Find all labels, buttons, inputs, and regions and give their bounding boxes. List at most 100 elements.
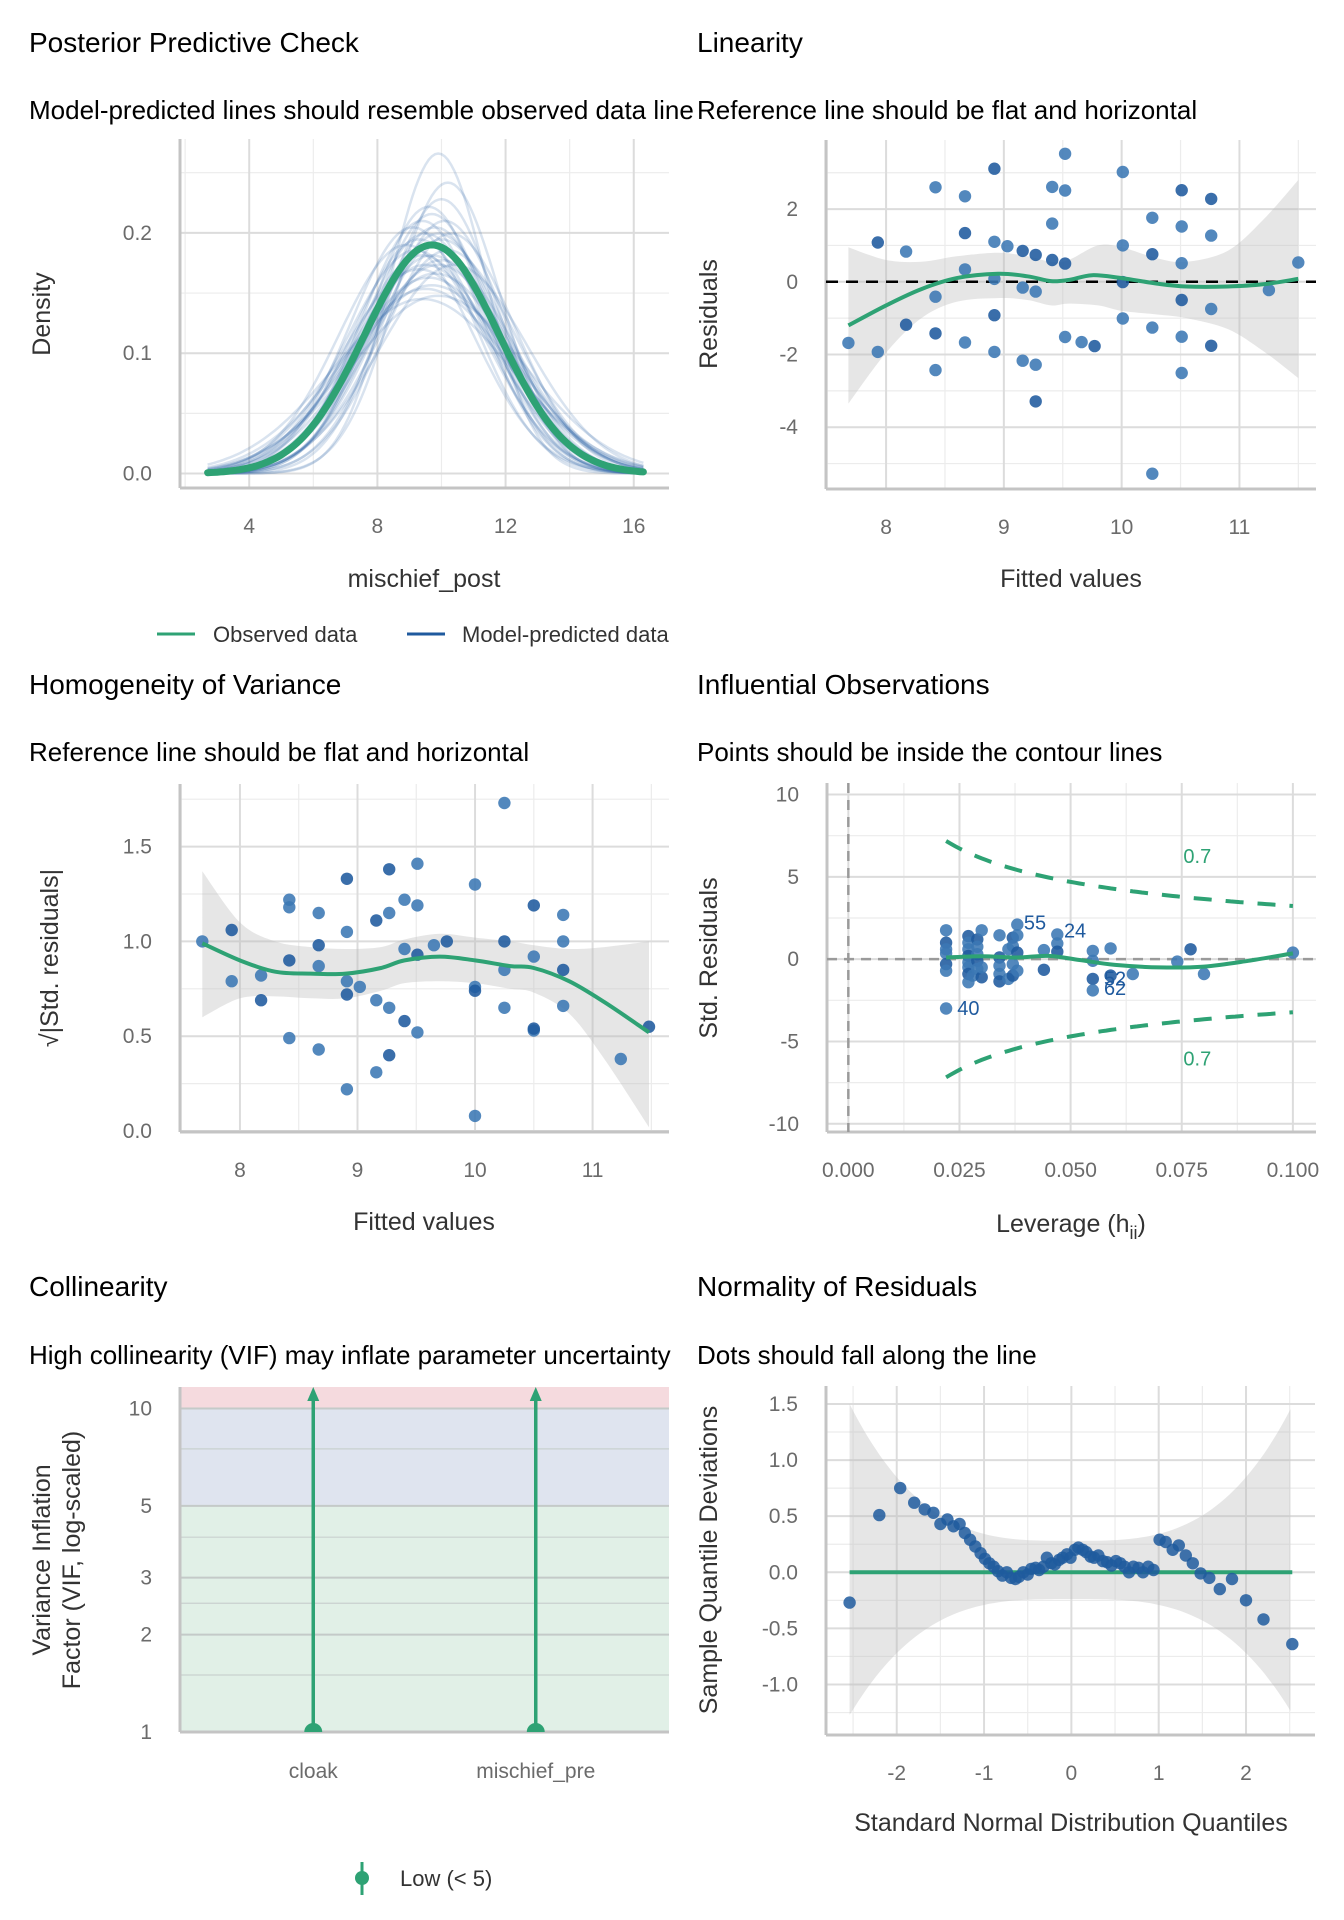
predicted-density-line <box>207 297 644 468</box>
sqrt-residual-point <box>527 899 540 912</box>
predicted-density-line <box>207 249 644 474</box>
residual-point <box>1058 147 1072 160</box>
cooks-distance-contour-lower <box>945 1010 1294 1080</box>
quantile-point <box>873 1508 886 1522</box>
panel-ppc: Posterior Predictive Check Model-predict… <box>28 27 694 647</box>
sqrt-residual-point <box>370 914 383 927</box>
observation-point <box>939 964 953 977</box>
collinearity-plot-area: 1 2 3 5 10 cloak mischief_pre <box>129 1387 669 1783</box>
residual-point <box>842 336 855 350</box>
y-tick-label: 0 <box>786 271 798 294</box>
sqrt-residual-point <box>370 1066 383 1079</box>
observation-point <box>1086 984 1100 997</box>
contour-label-upper: 0.7 <box>1183 846 1211 868</box>
predicted-density-line <box>207 243 644 475</box>
vif-zone-moderate <box>180 1408 669 1506</box>
predicted-density-line <box>207 263 644 475</box>
observation-point <box>939 924 953 937</box>
residual-point <box>1146 248 1159 261</box>
x-tick-label: 0.050 <box>1044 1159 1097 1182</box>
residual-point <box>1029 358 1042 371</box>
predicted-density-line <box>207 226 644 475</box>
influential-x-label-end: ) <box>1138 1210 1146 1238</box>
y-tick-label: -1.0 <box>762 1674 798 1697</box>
x-tick-label: mischief_pre <box>476 1760 595 1783</box>
quantile-point <box>843 1596 856 1609</box>
residual-point <box>929 363 942 377</box>
residual-point <box>1046 253 1059 267</box>
x-tick-label: 1 <box>1153 1762 1165 1785</box>
x-tick-label: 4 <box>243 515 255 538</box>
predicted-density-line <box>207 287 644 469</box>
sqrt-residual-point <box>398 1014 411 1028</box>
observation-point <box>1037 963 1051 976</box>
ppc-plot-area: 4 8 12 16 0.0 0.1 0.2 <box>123 139 669 538</box>
normality-x-axis-label: Standard Normal Distribution Quantiles <box>854 1809 1288 1837</box>
residual-point <box>1175 366 1188 380</box>
y-tick-label: -2 <box>779 343 798 366</box>
y-tick-label: 5 <box>140 1495 152 1518</box>
residual-point <box>1058 330 1072 344</box>
cooks-distance-contour-upper <box>945 839 1294 908</box>
residual-point <box>871 236 884 249</box>
observation-id-label: 55 <box>1024 912 1046 934</box>
quantile-point <box>894 1481 907 1495</box>
residual-point <box>1016 354 1029 367</box>
quantile-point <box>1225 1572 1239 1586</box>
quantile-point <box>1286 1637 1299 1651</box>
residual-point <box>958 190 972 203</box>
quantile-point <box>1186 1557 1200 1570</box>
x-tick-label: 10 <box>463 1159 486 1182</box>
residual-point <box>1058 257 1072 270</box>
y-tick-label: 0.0 <box>123 1120 152 1143</box>
ppc-x-axis-label: mischief_post <box>348 565 501 593</box>
predicted-density-line <box>207 212 644 475</box>
observation-point <box>1086 944 1100 958</box>
sqrt-residual-point <box>312 959 325 973</box>
vif-zone-high <box>180 1387 669 1409</box>
y-tick-label: -0.5 <box>762 1617 798 1640</box>
x-tick-label: 12 <box>494 515 517 538</box>
y-tick-label: 0.0 <box>769 1561 798 1584</box>
x-tick-label: 8 <box>234 1159 246 1182</box>
y-tick-label: 1.5 <box>123 836 152 859</box>
sqrt-residual-point <box>225 923 238 937</box>
x-tick-label: 0.025 <box>933 1159 986 1182</box>
influential-x-axis-label: Leverage (hii) <box>996 1210 1146 1243</box>
y-tick-label: 0.2 <box>123 222 152 245</box>
sqrt-residual-point <box>353 980 366 994</box>
residual-point <box>1146 321 1159 334</box>
residual-point <box>1029 395 1042 408</box>
predicted-density-line <box>207 294 644 470</box>
influential-subtitle: Points should be inside the contour line… <box>697 737 1162 767</box>
sqrt-residual-point <box>283 1031 296 1045</box>
linearity-plot-area: 8 9 10 11 -4 -2 0 2 <box>779 140 1316 539</box>
vif-point <box>526 1723 545 1732</box>
sqrt-residual-point <box>340 988 354 1001</box>
sqrt-residual-point <box>312 906 325 920</box>
residual-point <box>1146 467 1159 480</box>
collinearity-y-axis-label-line1: Variance Inflation <box>28 1464 56 1655</box>
observation-point <box>1011 929 1024 942</box>
observation-point <box>1104 942 1117 955</box>
observation-point <box>939 1002 953 1015</box>
sqrt-residual-point <box>527 1022 540 1035</box>
ppc-legend: Observed data Model-predicted data <box>157 622 669 647</box>
x-tick-label: cloak <box>289 1760 339 1783</box>
x-tick-label: 0 <box>1066 1762 1078 1785</box>
sqrt-residual-point <box>557 963 570 977</box>
y-tick-label: 1.0 <box>769 1449 798 1472</box>
x-tick-label: 0.100 <box>1267 1159 1320 1182</box>
normality-title: Normality of Residuals <box>697 1271 977 1302</box>
observation-point <box>1197 967 1211 981</box>
observation-point <box>1051 928 1064 941</box>
x-tick-label: 11 <box>1229 516 1251 539</box>
sqrt-residual-point <box>225 975 238 988</box>
normality-subtitle: Dots should fall along the line <box>697 1340 1037 1370</box>
residual-point <box>871 345 884 359</box>
x-tick-label: 11 <box>582 1159 604 1182</box>
y-tick-label: 0.5 <box>123 1025 152 1048</box>
y-tick-label: 1.5 <box>769 1393 798 1416</box>
observation-point <box>1011 964 1024 977</box>
residual-point <box>988 345 1001 359</box>
